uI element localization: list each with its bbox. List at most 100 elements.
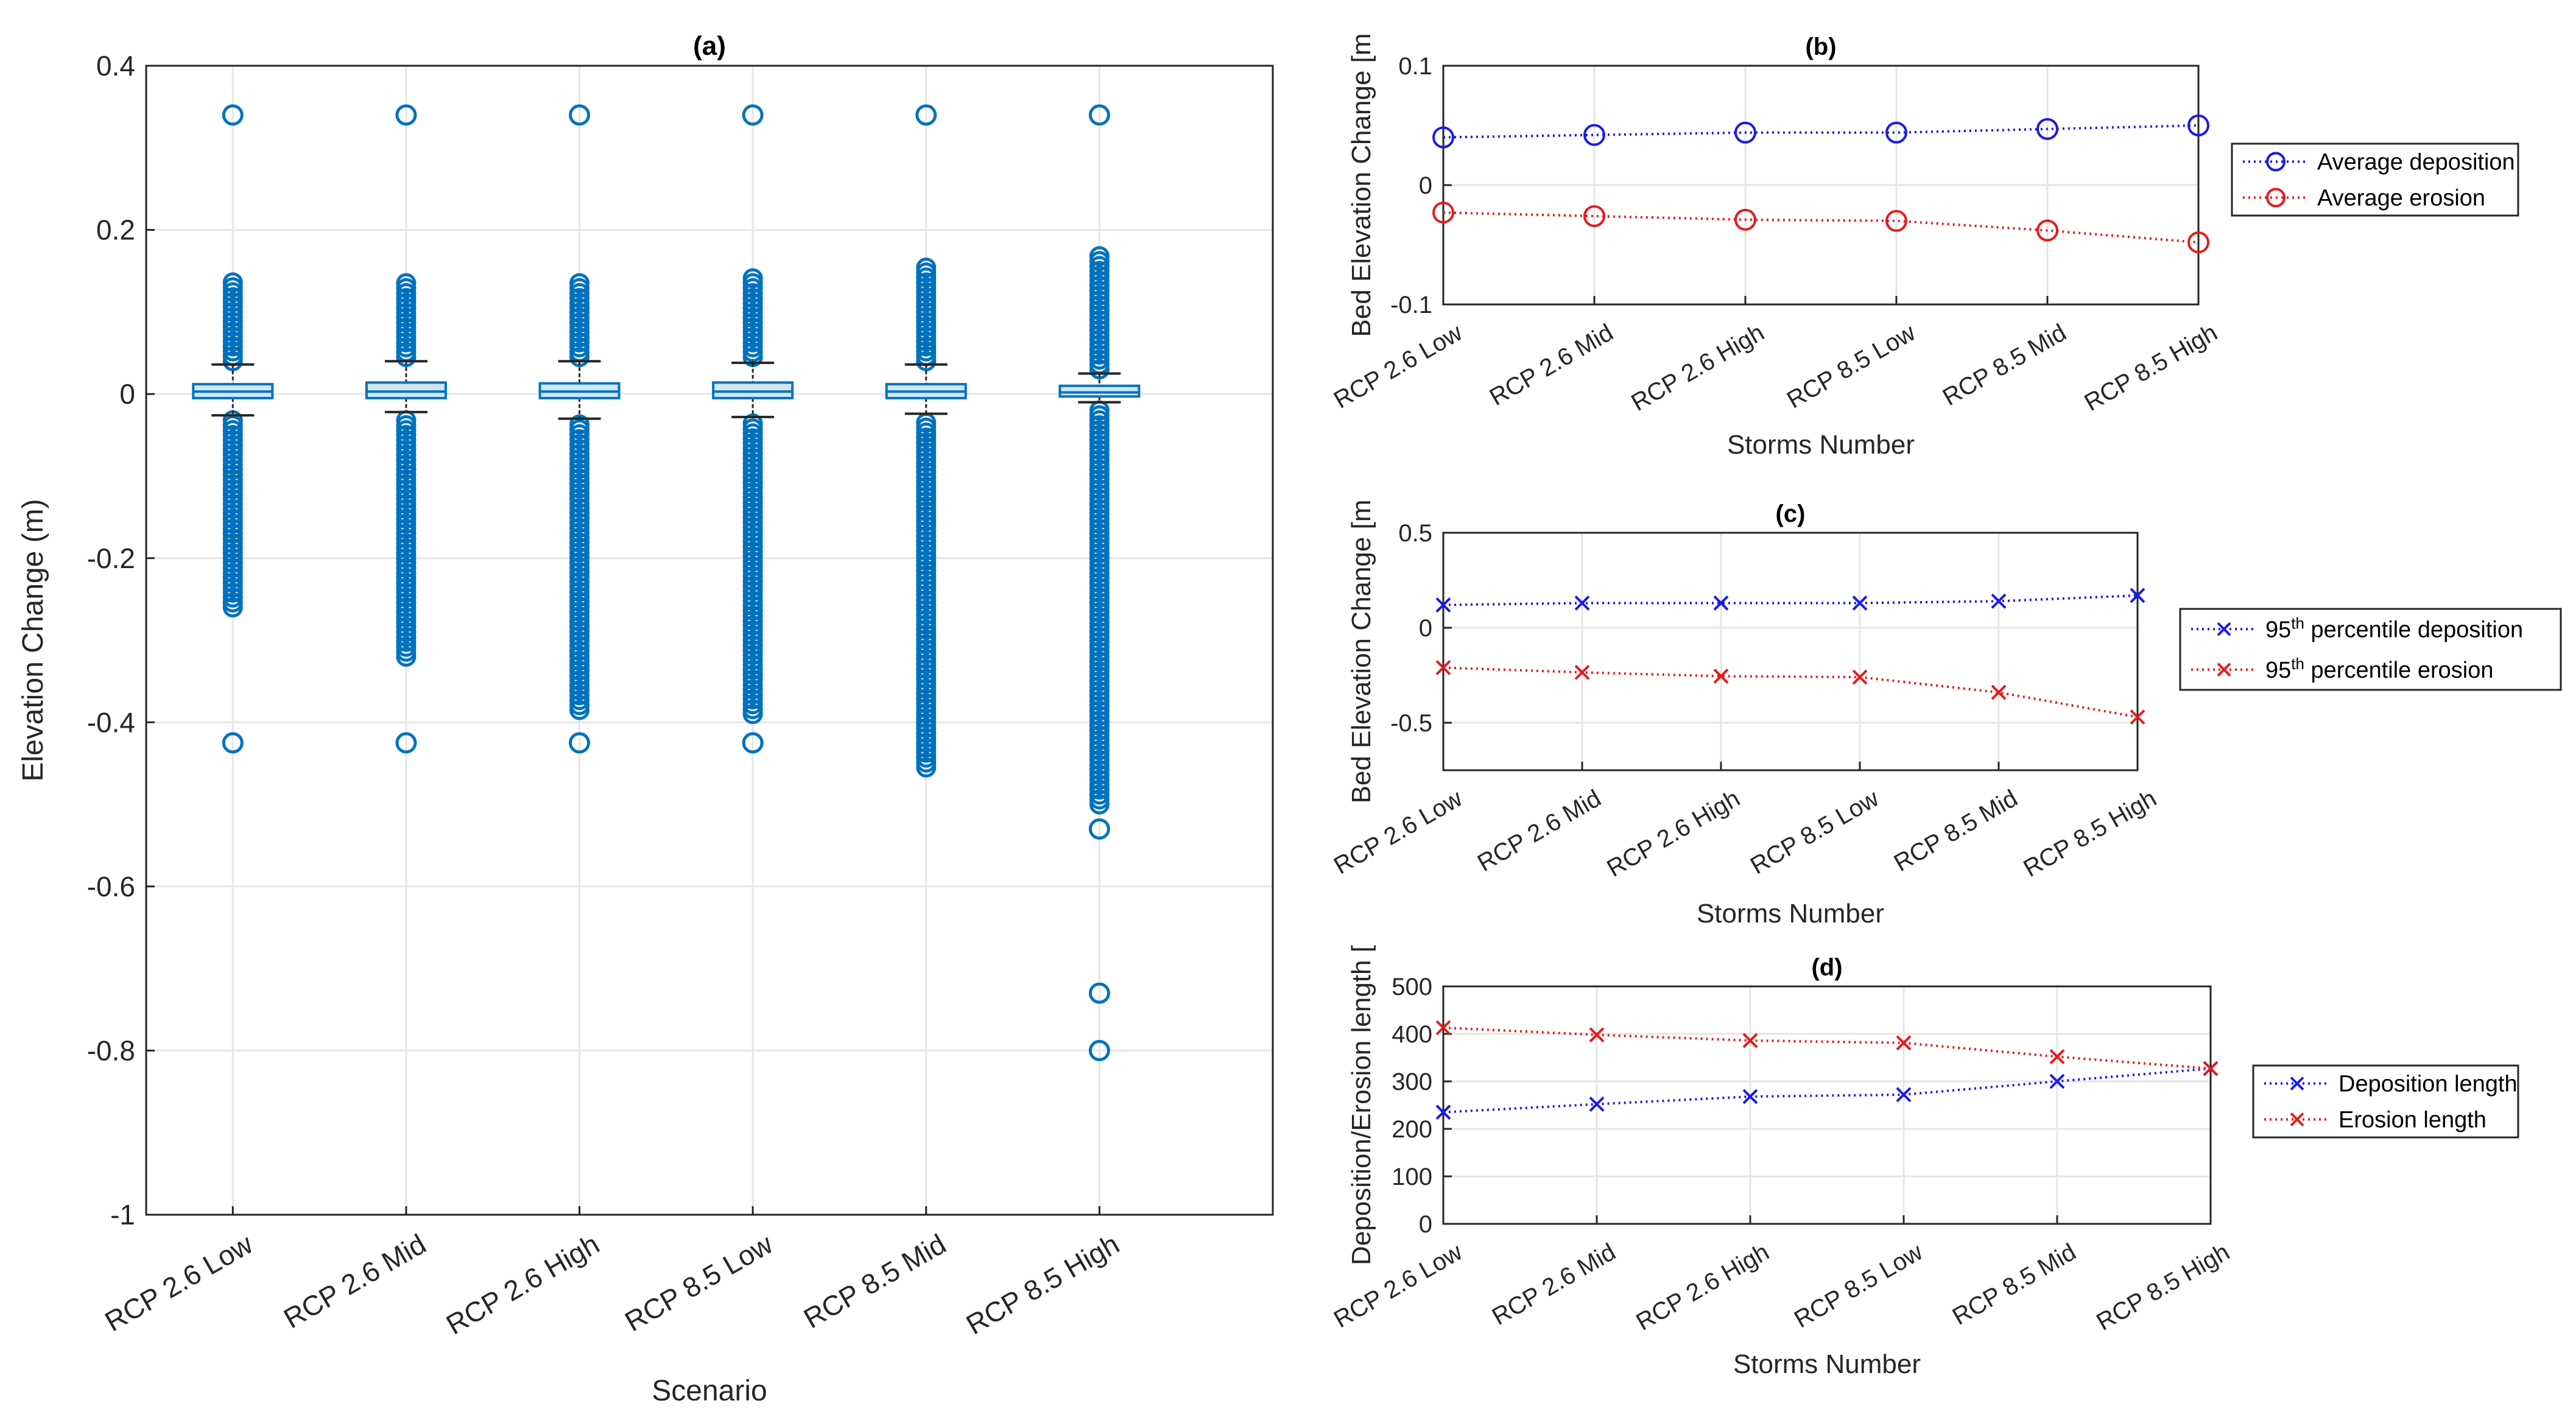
y-tick-label: 100 (1392, 1164, 1432, 1190)
data-point (1583, 205, 1605, 227)
chart-title: (b) (1805, 33, 1836, 60)
outlier-point (1088, 982, 1110, 1004)
data-point (1589, 1027, 1605, 1042)
legend-superscript: th (2291, 655, 2304, 673)
legend-label-part: 95 (2265, 617, 2291, 642)
series-deposition (1435, 1061, 2219, 1120)
data-point (1852, 595, 1868, 611)
y-tick-label: 500 (1392, 974, 1432, 1000)
box-6 (1058, 104, 1141, 1061)
y-tick-label: 0.5 (1398, 520, 1432, 547)
x-tick-label: RCP 2.6 Mid (1485, 319, 1618, 411)
chart-title: (d) (1811, 954, 1842, 981)
data-point (1713, 669, 1729, 684)
x-tick-label: RCP 2.6 High (1631, 1238, 1773, 1336)
box-body (1058, 384, 1141, 398)
outlier-point (395, 104, 417, 126)
outlier-point (742, 413, 763, 434)
legend-label-part: percentile erosion (2304, 658, 2494, 683)
chart-title: (a) (693, 31, 726, 61)
y-tick-label: -0.6 (87, 871, 135, 902)
legend-marker (2290, 1077, 2304, 1091)
y-axis-label: Elevation Change (m) (17, 499, 49, 781)
outlier-point (1088, 1039, 1110, 1061)
outlier-point (395, 732, 417, 754)
x-tick-label: RCP 8.5 Low (1782, 319, 1920, 414)
y-tick-label: 0 (1419, 615, 1432, 642)
legend-marker (2266, 188, 2286, 208)
data-point (1885, 121, 1907, 144)
box-3 (538, 104, 621, 754)
series-line (1443, 1067, 2211, 1114)
y-axis-label: Bed Elevation Change [m (1346, 33, 1376, 337)
legend-d: Deposition length Erosion length (2252, 1064, 2519, 1139)
data-point (1432, 126, 1454, 149)
x-tick-label: RCP 8.5 Low (1790, 1238, 1927, 1333)
outlier-point (569, 273, 590, 293)
x-axis-label: Scenario (652, 1375, 767, 1407)
y-tick-label: -0.4 (87, 706, 135, 738)
y-tick-label: 0 (119, 378, 135, 410)
data-point (2130, 588, 2145, 603)
legend-label: Average deposition (2317, 150, 2515, 175)
data-point (2049, 1073, 2065, 1089)
x-tick-label: RCP 8.5 Mid (1938, 319, 2071, 411)
x-tick-label: RCP 8.5 Mid (1948, 1238, 2081, 1330)
legend-box (2231, 142, 2519, 217)
box-2 (365, 104, 447, 754)
x-axis-label: Storms Number (1727, 430, 1915, 460)
x-tick-label: RCP 8.5 High (961, 1228, 1125, 1341)
y-tick-label: 0 (1419, 172, 1432, 199)
outlier-point (742, 268, 763, 289)
x-tick-label: RCP 8.5 Mid (1890, 785, 2022, 877)
data-point (2049, 1049, 2065, 1064)
data-point (1896, 1087, 1912, 1103)
box-body (365, 381, 447, 399)
outlier-point (1088, 818, 1110, 840)
legend-label-part: 95 (2265, 658, 2291, 683)
x-tick-label: RCP 2.6 Mid (1488, 1238, 1621, 1330)
data-point (1885, 209, 1907, 232)
x-tick-label: RCP 2.6 Low (99, 1228, 258, 1338)
x-tick-label: RCP 8.5 Low (1746, 785, 1884, 880)
data-point (1742, 1089, 1758, 1105)
series-line (1443, 666, 2138, 718)
series-erosion (1435, 1020, 2219, 1077)
axes-frame (145, 65, 1274, 1216)
y-tick-label: 0.1 (1398, 53, 1432, 80)
x-tick-label: RCP 2.6 High (1602, 785, 1744, 882)
data-point (2130, 709, 2145, 725)
y-tick-label: 0 (1419, 1211, 1432, 1238)
x-tick-label: RCP 8.5 Low (619, 1228, 778, 1338)
data-point (1435, 660, 1451, 675)
data-point (1734, 121, 1756, 144)
legend-superscript: th (2291, 614, 2304, 632)
outlier-point (569, 104, 591, 126)
outlier-point (222, 104, 244, 126)
x-tick-label: RCP 2.6 Mid (1473, 785, 1606, 877)
legend-label: Deposition length (2338, 1072, 2518, 1097)
x-tick-label: RCP 8.5 High (2080, 319, 2222, 416)
data-point (1589, 1097, 1605, 1112)
outlier-point (569, 414, 590, 435)
x-tick-label: RCP 2.6 High (441, 1228, 605, 1341)
legend-label: 95th percentile erosion (2265, 655, 2493, 683)
outlier-point (396, 273, 417, 293)
y-axis-label: Deposition/Erosion length [ (1346, 945, 1376, 1265)
box-1 (192, 104, 274, 754)
series-erosion (1435, 660, 2145, 725)
box-5 (885, 104, 967, 778)
axes-frame (1442, 985, 2212, 1225)
data-point (2187, 231, 2209, 254)
x-tick-label: RCP 2.6 High (1627, 319, 1768, 416)
data-point (1991, 593, 2007, 609)
data-point (1574, 595, 1590, 611)
data-point (1435, 597, 1451, 613)
data-point (1574, 664, 1590, 680)
y-tick-label: 0.2 (96, 214, 135, 246)
outlier-point (742, 732, 764, 754)
data-point (2036, 118, 2058, 140)
